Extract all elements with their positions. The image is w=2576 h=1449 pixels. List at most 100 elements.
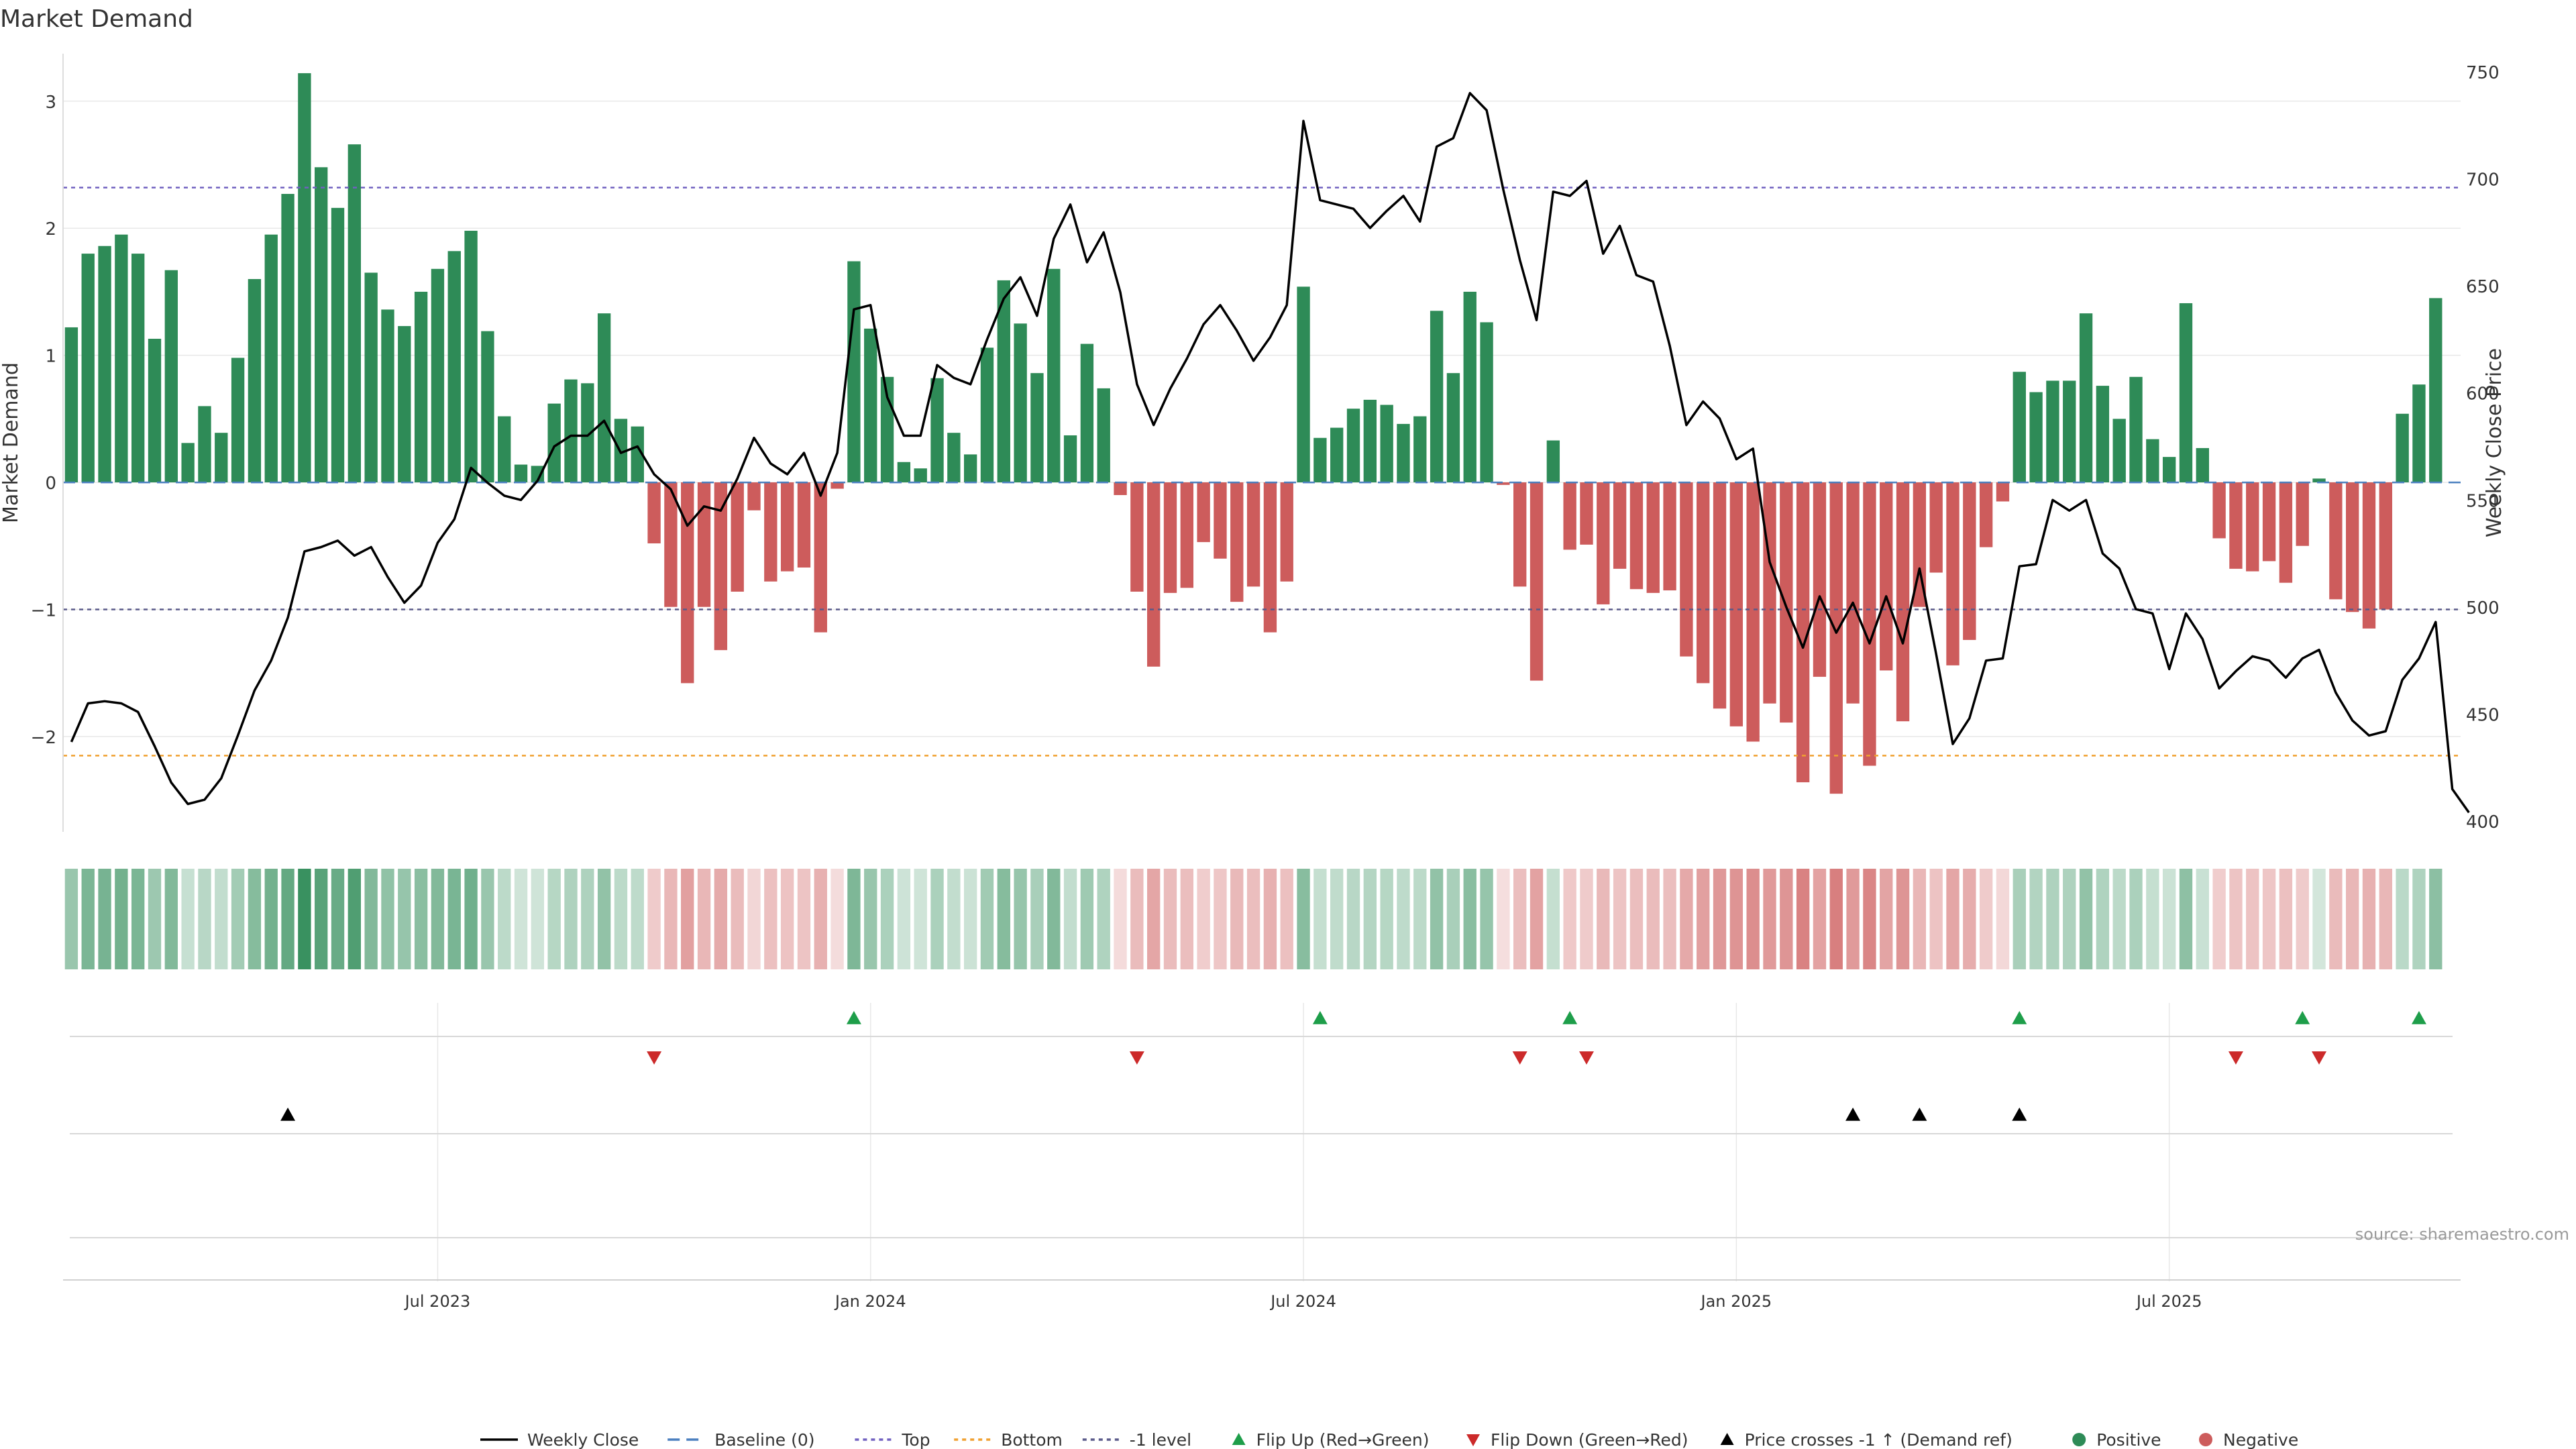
heat-cell [797,869,811,969]
demand-bar-positive [914,468,927,483]
demand-bar-positive [2429,298,2443,483]
heat-cell [930,869,944,969]
price-cross-marker [1912,1108,1927,1121]
heat-cell [1729,869,1743,969]
flip-down-marker [1129,1051,1144,1065]
heat-cell [597,869,611,969]
demand-bar-negative [1863,482,1876,766]
demand-bar-positive [215,433,228,483]
demand-bar-negative [1697,482,1710,684]
demand-bar-positive [2179,303,2193,483]
heat-cell [1047,869,1061,969]
demand-bar-positive [1480,322,1493,483]
legend-item: Weekly Close [480,1430,639,1449]
demand-bar-negative [2329,482,2343,600]
heat-cell [980,869,994,969]
heat-cell [248,869,262,969]
demand-bar-positive [997,280,1010,483]
weekly-close-line [70,92,2470,814]
demand-bar-negative [1846,482,1860,704]
heat-cell [631,869,644,969]
demand-bar-negative [1979,482,1993,547]
demand-bar-negative [1829,482,1843,794]
heat-cell [2046,869,2059,969]
demand-bar-negative [780,482,794,572]
demand-bar-negative [697,482,711,607]
heat-cell [1713,869,1727,969]
demand-bar-negative [2296,482,2309,546]
demand-bar-positive [1463,291,1477,483]
demand-bar-negative [1146,482,1161,667]
demand-bars [64,73,2443,794]
heat-cell [1480,869,1493,969]
demand-bar-positive [231,358,245,483]
demand-bar-negative [764,482,777,582]
heat-cell [664,869,678,969]
legend-label: Positive [2096,1430,2161,1449]
heat-cell [1280,869,1293,969]
flip-up-marker [1562,1011,1578,1024]
demand-bar-positive [2063,380,2076,483]
heat-cell [414,869,428,969]
demand-bar-negative [747,482,761,511]
demand-bar-positive [947,433,961,483]
price-cross-marker [280,1108,296,1121]
demand-bar-negative [2379,482,2392,610]
heat-cell [1097,869,1110,969]
y-tick-label: 0 [45,474,56,494]
heat-cell [1546,869,1560,969]
heat-cell [2029,869,2043,969]
demand-bar-positive [2112,419,2126,483]
legend-item: Negative [2199,1430,2298,1449]
heat-cell [914,869,927,969]
demand-bar-positive [131,254,145,483]
legend-swatch [2199,1433,2212,1446]
demand-bar-negative [1214,482,1227,559]
demand-bar-positive [514,464,528,483]
heat-cell [1263,869,1277,969]
heat-cell [498,869,511,969]
heat-cell [148,869,162,969]
demand-bar-positive [315,167,328,483]
y-axis-label: Market Demand [0,362,23,523]
heat-cell [1896,869,1910,969]
demand-bar-negative [1597,482,1610,604]
heat-cell [564,869,578,969]
heat-cell [2279,869,2293,969]
heat-cell [2246,869,2259,969]
demand-bar-positive [248,278,262,483]
heat-cell [830,869,844,969]
heat-cell [1014,869,1027,969]
demand-bar-negative [1180,482,1193,588]
demand-bar-negative [1746,482,1760,742]
heat-cell [1829,869,1843,969]
flip-down-marker [1512,1051,1527,1065]
demand-bar-negative [714,482,728,651]
heat-cell [547,869,561,969]
legend-swatch [1720,1433,1734,1445]
y2-tick-label: 400 [2466,812,2500,833]
demand-bar-negative [681,482,694,684]
demand-bar-negative [1680,482,1693,657]
demand-bar-positive [963,454,977,483]
heat-cell [264,869,278,969]
legend-label: Price crosses -1 ↑ (Demand ref) [1745,1430,2012,1449]
heat-cell [115,869,128,969]
heat-cell [2063,869,2076,969]
heat-cell [2429,869,2443,969]
legend-item: Baseline (0) [667,1430,815,1449]
demand-bar-positive [1080,343,1094,483]
flip-down-marker [2312,1051,2327,1065]
demand-bar-negative [1130,482,1144,592]
y2-tick-label: 550 [2466,491,2500,511]
heat-cell [1430,869,1444,969]
heat-cell [98,869,111,969]
x-tick-label: Jul 2024 [1269,1292,1336,1311]
demand-bar-negative [1763,482,1776,704]
heat-cell [2079,869,2093,969]
demand-bar-negative [2246,482,2259,572]
heat-cell [681,869,694,969]
demand-bar-positive [2046,380,2059,483]
heat-cell [1030,869,1044,969]
demand-bar-negative [1629,482,1644,590]
